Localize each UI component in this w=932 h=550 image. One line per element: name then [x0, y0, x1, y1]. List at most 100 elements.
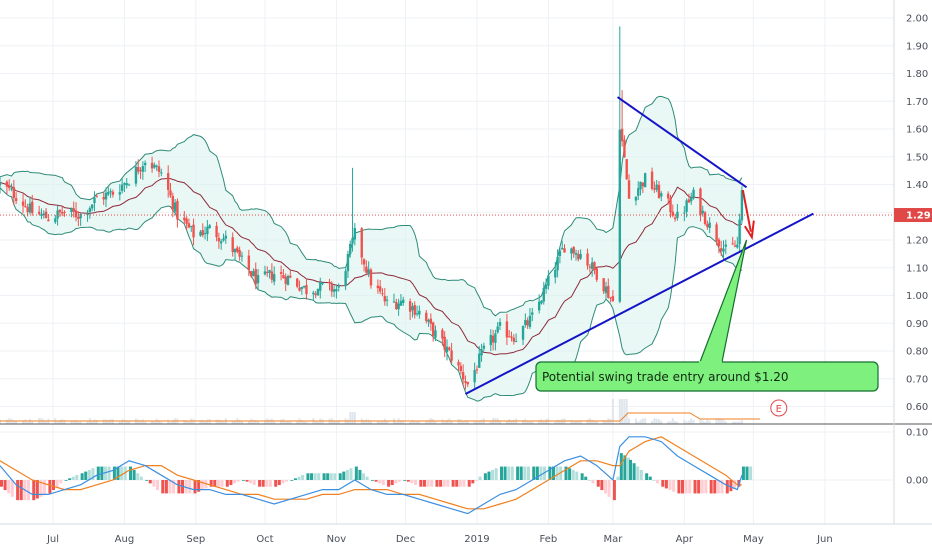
earnings-marker[interactable]: [770, 399, 788, 417]
candle-body[interactable]: [408, 301, 412, 312]
candle-body[interactable]: [109, 191, 112, 193]
candle-body[interactable]: [395, 302, 398, 310]
candle-body[interactable]: [123, 183, 126, 185]
candle-body[interactable]: [464, 381, 467, 383]
candle-body[interactable]: [683, 212, 686, 214]
candle-body[interactable]: [160, 172, 163, 174]
candle-body[interactable]: [588, 266, 592, 268]
candle-body[interactable]: [125, 183, 128, 186]
candle-body[interactable]: [14, 198, 18, 201]
candle-body[interactable]: [208, 225, 211, 229]
candle-body[interactable]: [268, 270, 271, 273]
candle-body[interactable]: [79, 214, 82, 219]
candle-body[interactable]: [547, 275, 550, 286]
candle-body[interactable]: [445, 346, 449, 353]
candle-body[interactable]: [199, 231, 202, 236]
candle-body[interactable]: [740, 190, 744, 221]
candle-body[interactable]: [302, 285, 306, 288]
candle-body[interactable]: [171, 195, 175, 210]
candle-body[interactable]: [385, 299, 389, 301]
candle-body[interactable]: [40, 214, 43, 216]
candle-body[interactable]: [459, 365, 463, 372]
candle-body[interactable]: [238, 249, 241, 257]
candle-body[interactable]: [717, 239, 721, 247]
candle-body[interactable]: [478, 353, 481, 368]
candle-body[interactable]: [431, 322, 435, 337]
candle-body[interactable]: [491, 335, 495, 343]
candle-body[interactable]: [44, 211, 48, 219]
candle-body[interactable]: [540, 300, 543, 304]
candle-body[interactable]: [586, 253, 589, 266]
candle-body[interactable]: [219, 241, 223, 244]
candle-body[interactable]: [618, 129, 622, 302]
candle-body[interactable]: [641, 182, 645, 187]
candle-body[interactable]: [37, 211, 41, 215]
candle-body[interactable]: [579, 253, 582, 259]
candle-body[interactable]: [173, 202, 177, 212]
candle-body[interactable]: [482, 345, 486, 349]
candle-body[interactable]: [305, 285, 308, 295]
candle-body[interactable]: [319, 282, 322, 291]
candle-body[interactable]: [381, 293, 384, 295]
candle-body[interactable]: [365, 266, 368, 273]
candle-body[interactable]: [93, 197, 96, 204]
candle-body[interactable]: [542, 287, 545, 302]
candle-body[interactable]: [593, 262, 596, 271]
candle-body[interactable]: [344, 271, 347, 287]
candle-body[interactable]: [127, 184, 131, 186]
candle-body[interactable]: [263, 271, 267, 275]
candle-body[interactable]: [349, 243, 352, 255]
candle-body[interactable]: [498, 322, 502, 326]
candle-body[interactable]: [0, 182, 2, 186]
candle-body[interactable]: [240, 255, 244, 257]
candle-body[interactable]: [296, 278, 299, 287]
candle-body[interactable]: [137, 166, 140, 172]
price-panel[interactable]: [0, 26, 894, 424]
candle-body[interactable]: [466, 381, 469, 385]
candle-body[interactable]: [233, 248, 237, 253]
candle-body[interactable]: [362, 259, 366, 265]
candle-body[interactable]: [537, 301, 541, 311]
candle-body[interactable]: [12, 187, 16, 199]
candle-body[interactable]: [450, 350, 453, 361]
candle-body[interactable]: [298, 287, 301, 291]
candle-body[interactable]: [247, 255, 251, 271]
down-arrow-line[interactable]: [741, 189, 752, 232]
candle-body[interactable]: [660, 193, 663, 197]
candle-body[interactable]: [650, 171, 654, 189]
annotation-callout[interactable]: Potential swing trade entry around $1.20: [535, 239, 879, 392]
candle-body[interactable]: [70, 207, 73, 212]
candle-body[interactable]: [279, 272, 283, 274]
candle-body[interactable]: [637, 188, 640, 196]
candle-body[interactable]: [176, 200, 179, 220]
candle-body[interactable]: [337, 286, 340, 288]
candle-body[interactable]: [457, 361, 460, 366]
candle-body[interactable]: [653, 188, 656, 190]
candle-body[interactable]: [733, 245, 737, 247]
candle-body[interactable]: [544, 284, 548, 289]
candle-body[interactable]: [272, 274, 276, 282]
candle-body[interactable]: [335, 289, 338, 292]
candle-body[interactable]: [185, 218, 188, 224]
candle-body[interactable]: [443, 336, 446, 351]
candle-body[interactable]: [167, 173, 170, 190]
candle-body[interactable]: [270, 271, 274, 280]
candle-body[interactable]: [570, 248, 573, 254]
candle-body[interactable]: [190, 225, 193, 227]
candle-body[interactable]: [332, 289, 336, 292]
candle-body[interactable]: [494, 333, 497, 343]
candle-body[interactable]: [28, 203, 32, 213]
candle-body[interactable]: [42, 213, 45, 216]
candle-body[interactable]: [703, 212, 707, 225]
candle-body[interactable]: [351, 237, 354, 244]
candle-body[interactable]: [215, 225, 218, 238]
candle-body[interactable]: [139, 170, 142, 172]
candle-body[interactable]: [26, 206, 29, 213]
candle-body[interactable]: [61, 212, 64, 214]
candle-body[interactable]: [286, 275, 290, 285]
candle-body[interactable]: [676, 211, 679, 218]
candle-body[interactable]: [708, 222, 711, 229]
candle-body[interactable]: [203, 232, 207, 234]
candle-body[interactable]: [201, 230, 204, 236]
